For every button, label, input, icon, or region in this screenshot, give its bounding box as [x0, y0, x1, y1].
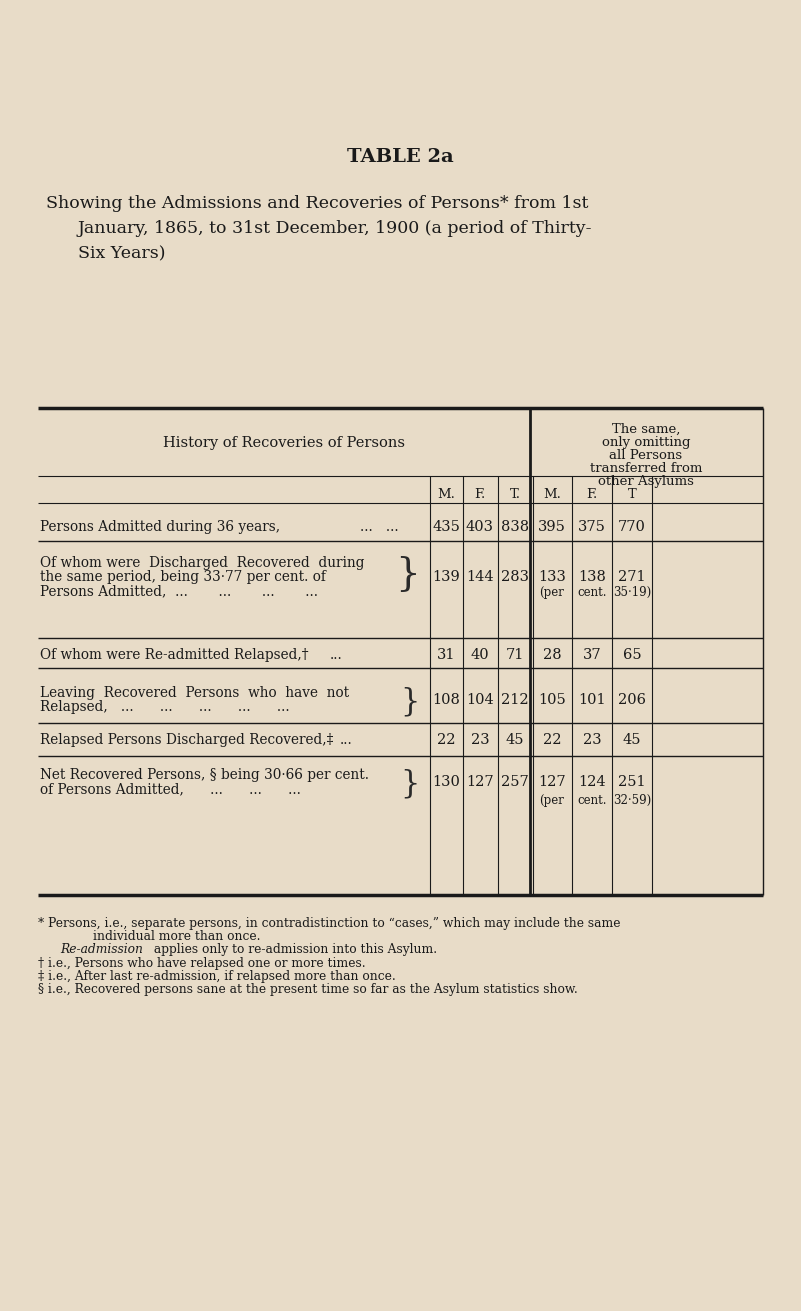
- Text: 770: 770: [618, 520, 646, 534]
- Text: individual more than once.: individual more than once.: [93, 929, 260, 943]
- Text: 271: 271: [618, 570, 646, 583]
- Text: other Asylums: other Asylums: [598, 475, 694, 488]
- Text: ...: ...: [340, 733, 352, 747]
- Text: 206: 206: [618, 694, 646, 707]
- Text: T: T: [628, 488, 636, 501]
- Text: Re-admission: Re-admission: [60, 943, 143, 956]
- Text: The same,: The same,: [612, 423, 680, 437]
- Text: 45: 45: [505, 733, 524, 747]
- Text: 403: 403: [466, 520, 494, 534]
- Text: 45: 45: [622, 733, 642, 747]
- Text: 104: 104: [466, 694, 494, 707]
- Text: }: }: [395, 556, 420, 593]
- Text: 435: 435: [432, 520, 460, 534]
- Text: of Persons Admitted,      ...      ...      ...: of Persons Admitted, ... ... ...: [40, 781, 301, 796]
- Text: M.: M.: [437, 488, 455, 501]
- Text: 23: 23: [582, 733, 602, 747]
- Text: Leaving  Recovered  Persons  who  have  not: Leaving Recovered Persons who have not: [40, 686, 349, 700]
- Text: Persons Admitted,  ...       ...       ...       ...: Persons Admitted, ... ... ... ...: [40, 583, 318, 598]
- Text: § i.e., Recovered persons sane at the present time so far as the Asylum statisti: § i.e., Recovered persons sane at the pr…: [38, 983, 578, 996]
- Text: 283: 283: [501, 570, 529, 583]
- Text: 124: 124: [578, 775, 606, 789]
- Text: 212: 212: [501, 694, 529, 707]
- Text: ‡ i.e., After last re-admission, if relapsed more than once.: ‡ i.e., After last re-admission, if rela…: [38, 970, 396, 983]
- Text: Relapsed,   ...      ...      ...      ...      ...: Relapsed, ... ... ... ... ...: [40, 700, 290, 714]
- Text: History of Recoveries of Persons: History of Recoveries of Persons: [163, 437, 405, 450]
- Text: applies only to re-admission into this Asylum.: applies only to re-admission into this A…: [150, 943, 437, 956]
- Text: 37: 37: [582, 648, 602, 662]
- Text: Of whom were  Discharged  Recovered  during: Of whom were Discharged Recovered during: [40, 556, 364, 570]
- Text: 22: 22: [437, 733, 455, 747]
- Text: only omitting: only omitting: [602, 437, 690, 448]
- Text: Persons Admitted during 36 years,: Persons Admitted during 36 years,: [40, 520, 280, 534]
- Text: 138: 138: [578, 570, 606, 583]
- Text: 65: 65: [622, 648, 642, 662]
- Text: 375: 375: [578, 520, 606, 534]
- Text: 28: 28: [543, 648, 562, 662]
- Text: ...: ...: [330, 648, 343, 662]
- Text: }: }: [400, 686, 420, 717]
- Text: 22: 22: [543, 733, 562, 747]
- Text: ...   ...: ... ...: [360, 520, 399, 534]
- Text: January, 1865, to 31st December, 1900 (a period of Thirty-: January, 1865, to 31st December, 1900 (a…: [78, 220, 593, 237]
- Text: 838: 838: [501, 520, 529, 534]
- Text: 139: 139: [432, 570, 460, 583]
- Text: 127: 127: [466, 775, 493, 789]
- Text: 31: 31: [437, 648, 455, 662]
- Text: † i.e., Persons who have relapsed one or more times.: † i.e., Persons who have relapsed one or…: [38, 957, 365, 970]
- Text: 108: 108: [432, 694, 460, 707]
- Text: 127: 127: [538, 775, 566, 789]
- Text: transferred from: transferred from: [590, 461, 702, 475]
- Text: all Persons: all Persons: [610, 448, 682, 461]
- Text: }: }: [400, 768, 420, 798]
- Text: 144: 144: [466, 570, 493, 583]
- Text: 257: 257: [501, 775, 529, 789]
- Text: TABLE 2a: TABLE 2a: [347, 148, 453, 166]
- Text: 23: 23: [471, 733, 489, 747]
- Text: the same period, being 33·77 per cent. of: the same period, being 33·77 per cent. o…: [40, 570, 326, 583]
- Text: 130: 130: [432, 775, 460, 789]
- Text: 40: 40: [471, 648, 489, 662]
- Text: cent.: cent.: [578, 794, 606, 808]
- Text: 101: 101: [578, 694, 606, 707]
- Text: 251: 251: [618, 775, 646, 789]
- Text: M.: M.: [543, 488, 561, 501]
- Text: cent.: cent.: [578, 586, 606, 599]
- Text: (per: (per: [540, 586, 565, 599]
- Text: Relapsed Persons Discharged Recovered,‡: Relapsed Persons Discharged Recovered,‡: [40, 733, 333, 747]
- Text: 105: 105: [538, 694, 566, 707]
- Text: 133: 133: [538, 570, 566, 583]
- Text: F.: F.: [474, 488, 485, 501]
- Text: 32·59): 32·59): [613, 794, 651, 808]
- Text: Six Years): Six Years): [78, 245, 166, 262]
- Text: Of whom were Re-admitted Relapsed,†: Of whom were Re-admitted Relapsed,†: [40, 648, 308, 662]
- Text: Showing the Admissions and Recoveries of Persons* from 1st: Showing the Admissions and Recoveries of…: [46, 195, 589, 212]
- Text: F.: F.: [586, 488, 598, 501]
- Text: 395: 395: [538, 520, 566, 534]
- Text: (per: (per: [540, 794, 565, 808]
- Text: * Persons, i.e., separate persons, in contradistinction to “cases,” which may in: * Persons, i.e., separate persons, in co…: [38, 916, 621, 929]
- Text: 35·19): 35·19): [613, 586, 651, 599]
- Text: T.: T.: [509, 488, 521, 501]
- Text: 71: 71: [505, 648, 524, 662]
- Text: Net Recovered Persons, § being 30·66 per cent.: Net Recovered Persons, § being 30·66 per…: [40, 768, 369, 781]
